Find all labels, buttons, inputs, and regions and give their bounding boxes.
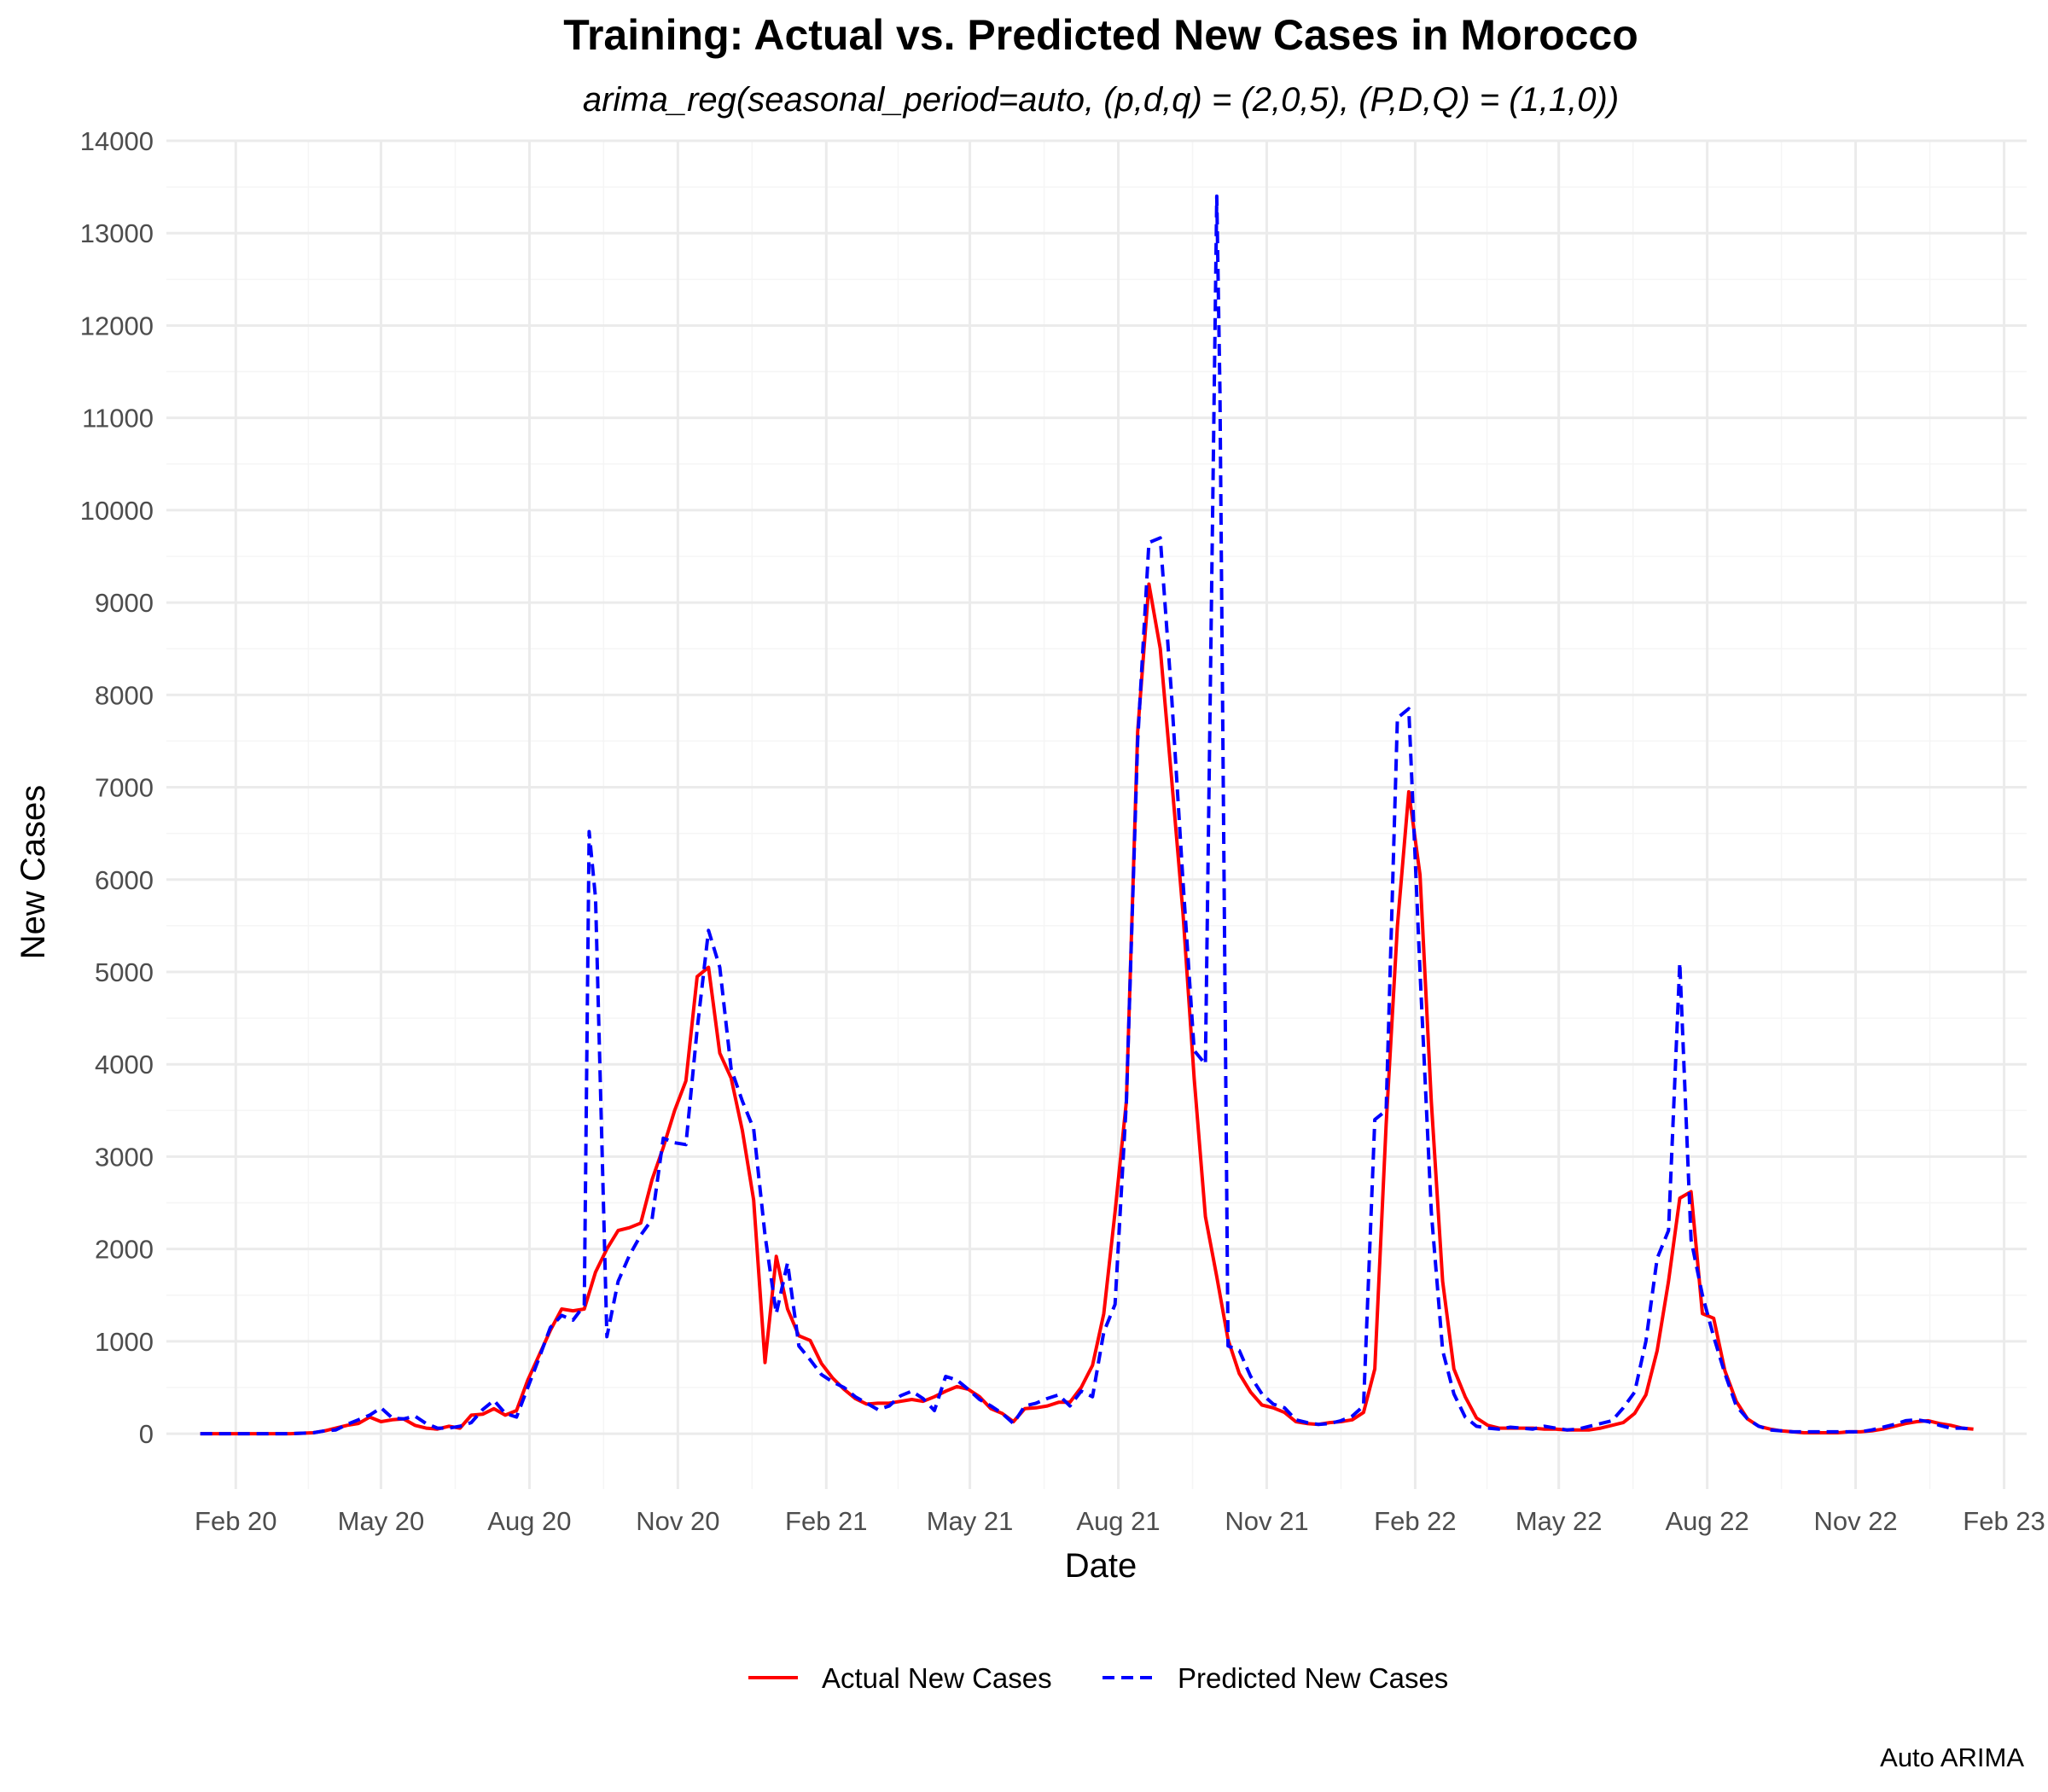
y-tick-label: 9000 [95,588,154,618]
x-tick-label: Feb 23 [1963,1506,2045,1536]
legend: Actual New Cases Predicted New Cases [748,1662,1448,1694]
legend-label-actual: Actual New Cases [822,1662,1052,1694]
x-tick-label: May 21 [927,1506,1014,1536]
caption: Auto ARIMA [1880,1743,2024,1772]
y-tick-label: 10000 [80,496,154,526]
plot-area: 0 1000 2000 3000 4000 5000 6000 7000 8000 9000 100… [80,126,2045,1536]
legend-label-predicted: Predicted New Cases [1178,1662,1448,1694]
y-tick-label: 14000 [80,126,154,156]
x-tick-label: Aug 21 [1076,1506,1160,1536]
x-tick-label: May 22 [1516,1506,1603,1536]
x-tick-label: Feb 22 [1374,1506,1457,1536]
y-tick-label: 0 [139,1419,154,1449]
predicted-series-line [200,194,1974,1436]
y-tick-label: 12000 [80,311,154,340]
x-tick-label: Nov 22 [1813,1506,1897,1536]
x-tick-label: Aug 20 [487,1506,571,1536]
y-tick-label: 11000 [82,404,154,433]
x-tick-label: Aug 22 [1666,1506,1749,1536]
y-tick-label: 7000 [95,773,154,803]
y-tick-label: 5000 [95,957,154,987]
y-tick-label: 3000 [95,1142,154,1172]
y-tick-label: 13000 [80,218,154,248]
y-tick-label: 6000 [95,865,154,895]
x-tick-label: Nov 20 [636,1506,719,1536]
x-tick-label: Feb 21 [785,1506,868,1536]
chart-title: Training: Actual vs. Predicted New Cases… [563,11,1638,59]
x-axis-title: Date [1065,1547,1137,1585]
x-tick-label: Feb 20 [195,1506,277,1536]
y-tick-label: 8000 [95,680,154,710]
x-tick-label: May 20 [338,1506,425,1536]
y-tick-label: 4000 [95,1050,154,1079]
chart-subtitle: arima_reg(seasonal_period=auto, (p,d,q) … [583,81,1619,119]
x-tick-label: Nov 21 [1225,1506,1308,1536]
y-axis-title: New Cases [15,785,52,960]
y-tick-label: 1000 [95,1327,154,1357]
y-tick-label: 2000 [95,1235,154,1265]
